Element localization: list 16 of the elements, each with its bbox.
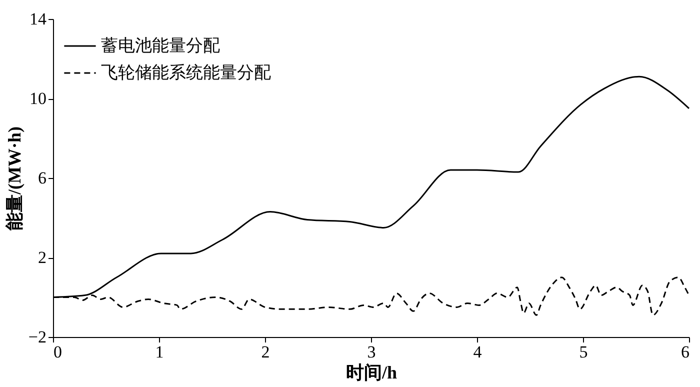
- x-tick-label: 5: [579, 342, 588, 362]
- y-tick-label: 10: [30, 89, 46, 108]
- x-tick-label: 2: [261, 342, 270, 362]
- x-tick-label: 6: [681, 342, 690, 362]
- x-axis-title: 时间/h: [346, 362, 398, 382]
- legend-label: 蓄电池能量分配: [101, 36, 220, 55]
- y-tick-label: 14: [30, 10, 47, 28]
- y-tick-label: 6: [38, 168, 46, 188]
- legend-label: 飞轮储能系统能量分配: [101, 63, 271, 82]
- x-tick-label: 0: [54, 342, 62, 362]
- y-axis-title: 能量/(MW·h): [4, 126, 24, 230]
- x-tick-label: 3: [367, 342, 376, 362]
- x-tick-label: 1: [155, 342, 164, 362]
- y-tick-label: 2: [38, 248, 46, 267]
- y-tick-label: −2: [28, 328, 46, 346]
- x-tick-label: 4: [473, 342, 482, 362]
